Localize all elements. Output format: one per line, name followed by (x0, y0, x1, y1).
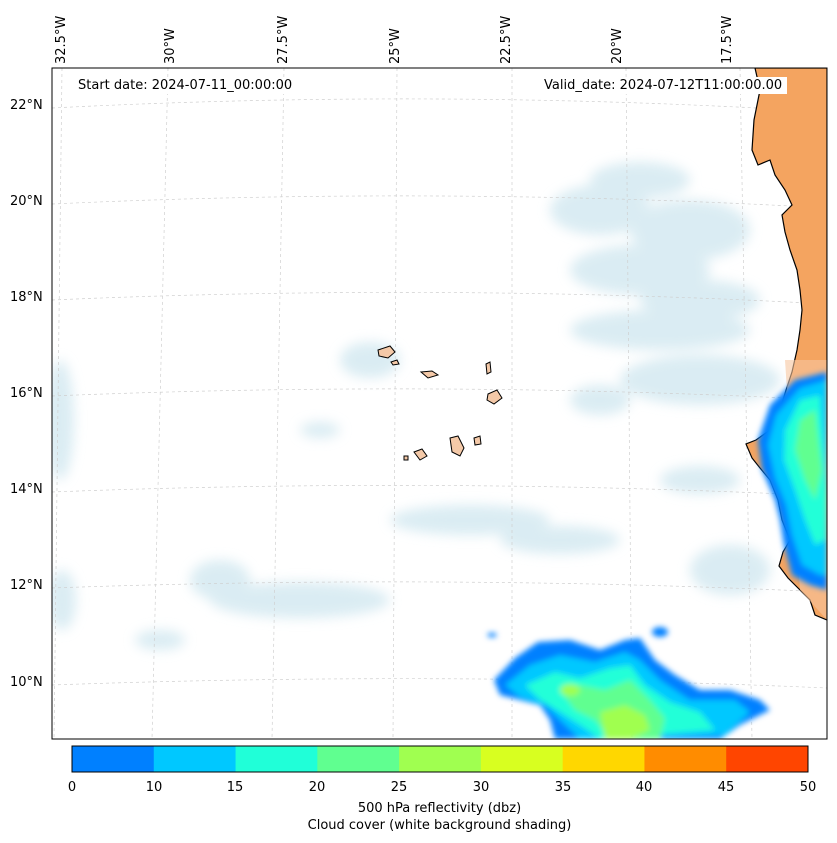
colorbar-subtitle: Cloud cover (white background shading) (307, 818, 572, 833)
colorbar-segment (480, 746, 564, 772)
lon-label-25w: 25°W (388, 28, 403, 64)
lon-label-20w: 20°W (610, 28, 625, 64)
colorbar-tick: 10 (145, 780, 163, 795)
lat-label-12n: 12°N (10, 578, 43, 593)
cape-verde-islands (377, 345, 503, 461)
lat-label-10n: 10°N (10, 675, 43, 690)
colorbar-segment (562, 746, 645, 772)
cloud-cover-layer (52, 162, 780, 650)
lon-label-30w: 30°W (163, 28, 178, 64)
lon-label-32-5w: 32.5°W (54, 15, 69, 64)
start-date-label: Start date: 2024-07-11_00:00:00 (73, 77, 298, 94)
valid-date-label: Valid_date: 2024-07-12T11:00:00.00 (539, 77, 788, 94)
colorbar-title: 500 hPa reflectivity (dbz) (357, 801, 522, 816)
colorbar-segment (399, 746, 482, 772)
colorbar-tick: 40 (635, 780, 653, 795)
colorbar-tick: 15 (226, 780, 244, 795)
lat-label-14n: 14°N (10, 482, 43, 497)
lat-label-20n: 20°N (10, 194, 43, 209)
colorbar-tick: 30 (472, 780, 490, 795)
lon-label-17-5w: 17.5°W (720, 15, 735, 64)
colorbar-segment (153, 746, 237, 772)
lat-label-18n: 18°N (10, 290, 43, 305)
colorbar-segment (72, 746, 155, 772)
colorbar-tick: 25 (390, 780, 408, 795)
gridlines (52, 68, 827, 739)
lon-label-27-5w: 27.5°W (276, 15, 291, 64)
colorbar-tick: 35 (554, 780, 572, 795)
colorbar (72, 746, 809, 772)
colorbar-tick: 45 (717, 780, 735, 795)
lat-label-16n: 16°N (10, 386, 43, 401)
colorbar-segment (235, 746, 318, 772)
colorbar-segment (317, 746, 400, 772)
colorbar-tick: 50 (799, 780, 817, 795)
reflectivity-coast (758, 372, 827, 590)
lat-label-22n: 22°N (10, 98, 43, 113)
colorbar-tick: 20 (308, 780, 326, 795)
colorbar-tick: 0 (67, 780, 77, 795)
map-frame (51, 67, 828, 740)
colorbar-segment (644, 746, 727, 772)
colorbar-segment (726, 746, 809, 772)
lon-label-22-5w: 22.5°W (499, 15, 514, 64)
reflectivity-south (488, 627, 770, 739)
